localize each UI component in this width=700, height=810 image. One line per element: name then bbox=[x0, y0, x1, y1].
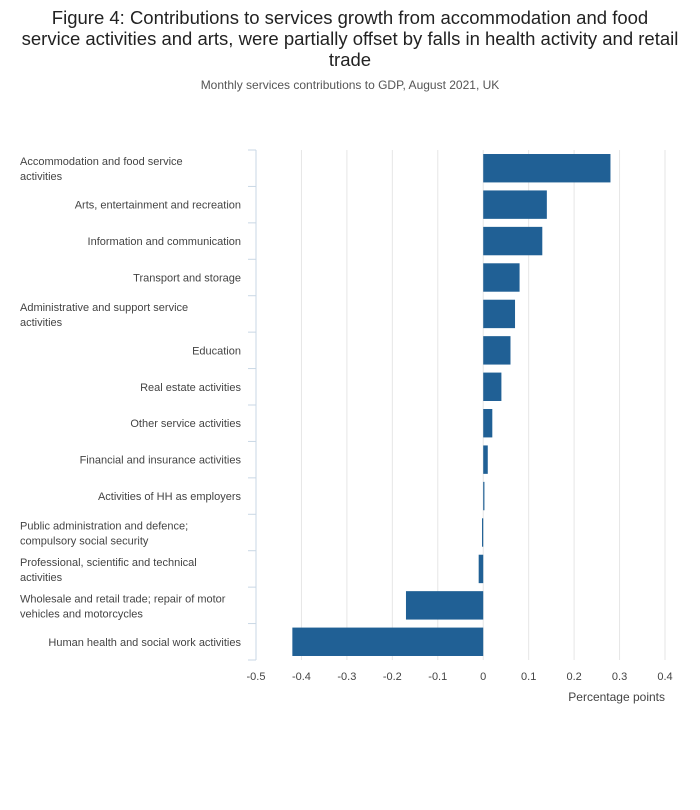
x-tick-label: -0.3 bbox=[337, 671, 356, 683]
category-label: Other service activities bbox=[130, 418, 241, 430]
category-label-line: vehicles and motorcycles bbox=[20, 608, 143, 620]
bar bbox=[478, 554, 484, 584]
bar bbox=[483, 372, 502, 401]
bar bbox=[483, 409, 493, 438]
category-label-line: activities bbox=[20, 572, 63, 584]
bar bbox=[483, 190, 547, 219]
x-tick-label: 0.3 bbox=[612, 671, 627, 683]
x-tick-label: 0 bbox=[480, 671, 486, 683]
bar bbox=[483, 445, 488, 474]
x-tick-label: -0.4 bbox=[292, 671, 311, 683]
category-label-line: Wholesale and retail trade; repair of mo… bbox=[20, 593, 226, 605]
x-tick-label: 0.4 bbox=[657, 671, 672, 683]
category-label: Administrative and support service activi… bbox=[20, 302, 188, 329]
x-axis-title: Percentage points bbox=[568, 690, 665, 704]
x-tick-label: 0.1 bbox=[521, 671, 536, 683]
category-label-line: activities bbox=[20, 317, 63, 329]
category-label: Professional, scientific and technical ac… bbox=[20, 557, 197, 584]
category-label-line: Accommodation and food service bbox=[20, 156, 183, 168]
category-label: Real estate activities bbox=[140, 382, 241, 394]
bar bbox=[483, 263, 520, 292]
category-label-line: Public administration and defence; bbox=[20, 521, 188, 533]
category-label: Information and communication bbox=[88, 236, 241, 248]
category-label: Activities of HH as employers bbox=[98, 491, 242, 503]
category-label-line: Administrative and support service bbox=[20, 302, 188, 314]
bar bbox=[405, 591, 484, 620]
bar bbox=[483, 154, 611, 183]
category-label: Financial and insurance activities bbox=[80, 455, 242, 467]
category-label: Human health and social work activities bbox=[48, 637, 241, 649]
category-label-line: compulsory social security bbox=[20, 536, 149, 548]
chart-subtitle: Monthly services contributions to GDP, A… bbox=[200, 78, 500, 92]
category-label: Education bbox=[192, 345, 241, 357]
x-tick-label: -0.1 bbox=[428, 671, 447, 683]
chart-title: Figure 4: Contributions to services grow… bbox=[21, 7, 679, 70]
bar bbox=[483, 336, 511, 365]
bar bbox=[292, 627, 484, 656]
category-label: Accommodation and food service activities bbox=[20, 156, 183, 183]
category-label-line: activities bbox=[20, 171, 63, 183]
x-tick-label: -0.2 bbox=[383, 671, 402, 683]
category-label-line: Professional, scientific and technical bbox=[20, 557, 197, 569]
x-tick-label: -0.5 bbox=[247, 671, 266, 683]
x-tick-label: 0.2 bbox=[566, 671, 581, 683]
category-label: Transport and storage bbox=[133, 273, 241, 285]
bar bbox=[483, 226, 543, 256]
bar bbox=[482, 518, 484, 547]
bar bbox=[483, 481, 485, 511]
bar bbox=[483, 299, 516, 329]
category-label: Arts, entertainment and recreation bbox=[75, 200, 241, 212]
category-label: Wholesale and retail trade; repair of mo… bbox=[20, 593, 226, 620]
category-label: Public administration and defence; compul… bbox=[20, 521, 188, 548]
